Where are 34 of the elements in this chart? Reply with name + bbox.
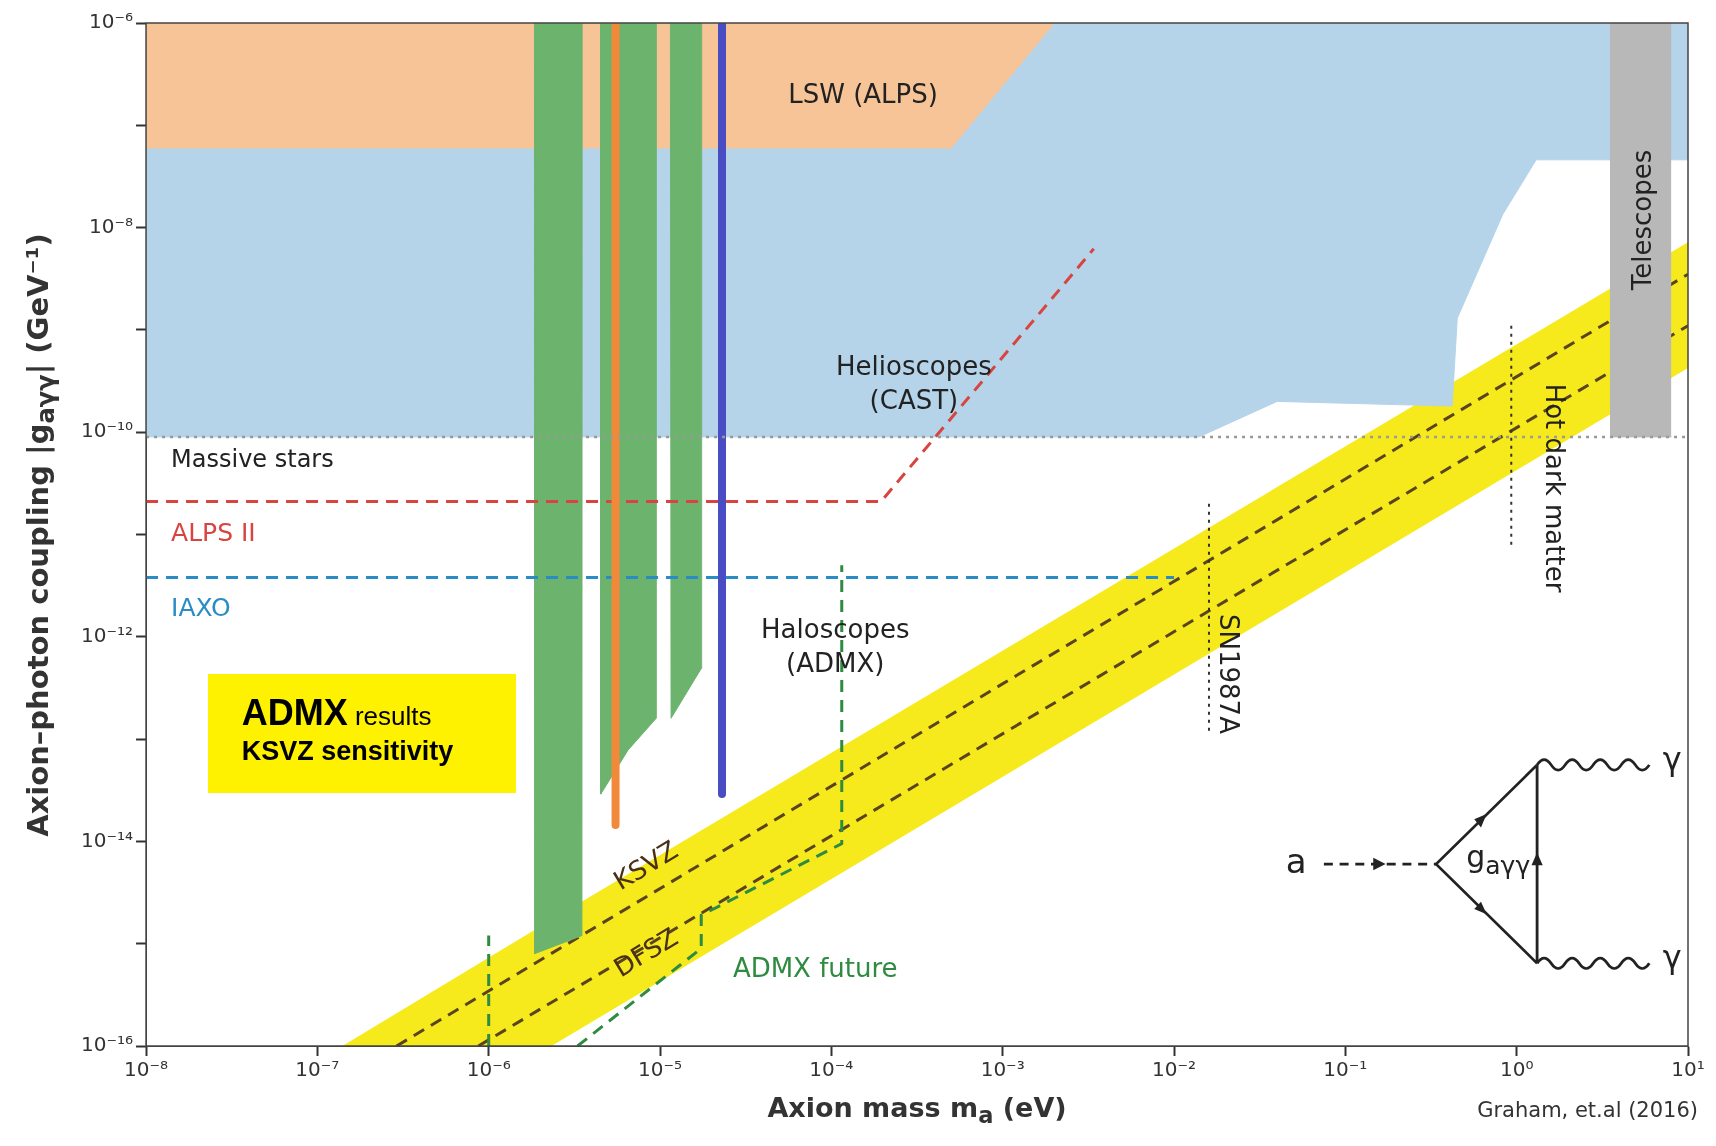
- x-tick-label: 10⁻⁵: [638, 1057, 683, 1082]
- annotation: ADMX results: [241, 691, 432, 733]
- series-label: ALPS II: [171, 517, 256, 547]
- annotation: Hot dark matter: [1538, 384, 1571, 593]
- annotation: γ: [1662, 739, 1682, 778]
- annotation: Haloscopes (ADMX): [760, 613, 911, 680]
- y-tick-label: 10⁻¹⁶: [80, 1032, 134, 1057]
- annotation: a: [1285, 841, 1307, 882]
- note-box: ADMX results KSVZ sensitivity: [207, 673, 517, 794]
- text: Graham, et.al (2016): [1477, 1098, 1698, 1122]
- annotation: Helioscopes (CAST): [835, 350, 993, 418]
- x-tick-label: 10⁻⁶: [466, 1057, 511, 1082]
- annotation: LSW (ALPS): [788, 77, 938, 111]
- x-tick-label: 10¹: [1671, 1057, 1705, 1082]
- series-label: IAXO: [171, 593, 231, 623]
- annotation: KSVZ sensitivity: [241, 735, 455, 767]
- y-tick-label: 10⁻¹⁰: [80, 418, 134, 443]
- y-tick-label: 10⁻⁸: [89, 213, 134, 238]
- x-tick-label: 10⁻⁸: [124, 1057, 169, 1082]
- annotation: γ: [1662, 938, 1682, 977]
- annotation: SN1987A: [1213, 613, 1246, 734]
- x-tick-label: 10⁻⁷: [295, 1057, 340, 1082]
- x-tick-label: 10⁰: [1499, 1057, 1534, 1082]
- x-tick-label: 10⁻²: [1152, 1057, 1197, 1082]
- x-axis-title: Axion mass m$_{a}$ (eV): [767, 1092, 1067, 1129]
- annotation: Telescopes: [1626, 150, 1659, 291]
- ref-line-label: Massive stars: [171, 445, 334, 474]
- y-tick-label: 10⁻¹⁴: [80, 827, 134, 852]
- x-tick-label: 10⁻¹: [1323, 1057, 1368, 1082]
- annotation: ADMX future: [732, 952, 898, 986]
- x-tick-label: 10⁻³: [980, 1057, 1025, 1082]
- y-tick-label: 10⁻⁶: [89, 9, 134, 34]
- y-tick-label: 10⁻¹²: [80, 623, 134, 647]
- x-tick-label: 10⁻⁴: [809, 1057, 854, 1082]
